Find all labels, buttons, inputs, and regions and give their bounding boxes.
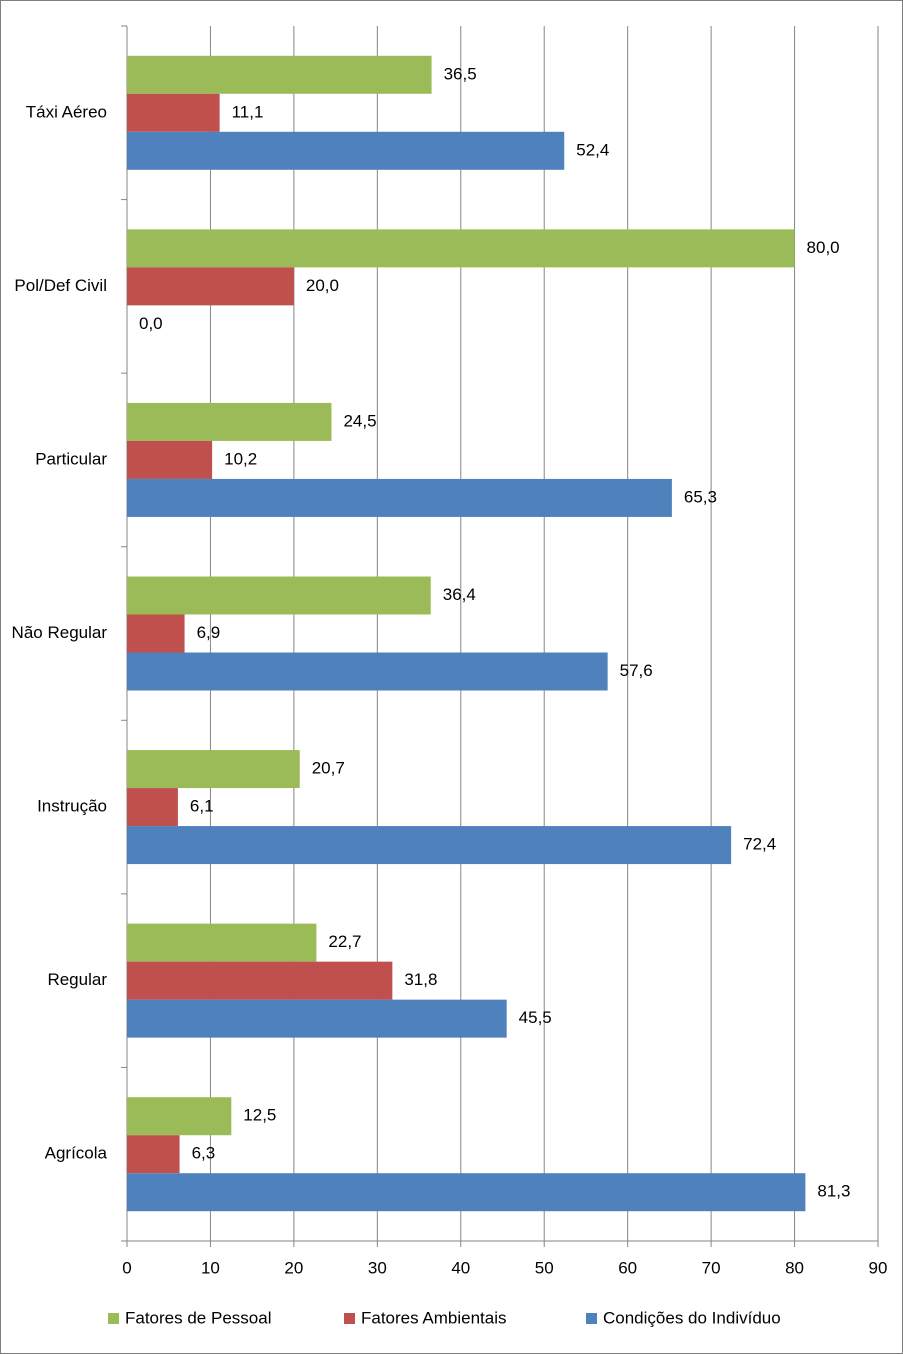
x-tick-label: 40 — [451, 1258, 470, 1277]
value-label: 6,3 — [192, 1144, 216, 1163]
value-label: 81,3 — [817, 1182, 850, 1201]
value-label: 0,0 — [139, 314, 163, 333]
value-label: 36,4 — [443, 585, 476, 604]
y-tick-label: Não Regular — [12, 623, 108, 642]
x-tick-label: 20 — [284, 1258, 303, 1277]
legend-swatch — [586, 1313, 597, 1324]
value-label: 52,4 — [576, 140, 609, 159]
y-tick-label: Regular — [47, 970, 107, 989]
x-tick-label: 90 — [869, 1258, 888, 1277]
bar — [127, 55, 432, 94]
bar — [127, 478, 672, 517]
x-tick-label: 0 — [122, 1258, 131, 1277]
bar — [127, 1097, 232, 1136]
value-label: 22,7 — [328, 932, 361, 951]
bar — [127, 826, 732, 865]
value-label: 20,0 — [306, 276, 339, 295]
value-label: 12,5 — [243, 1106, 276, 1125]
x-tick-label: 30 — [368, 1258, 387, 1277]
value-label: 24,5 — [343, 411, 376, 430]
x-tick-label: 70 — [702, 1258, 721, 1277]
value-label: 6,9 — [197, 623, 221, 642]
bar — [127, 750, 300, 789]
bar — [127, 267, 294, 306]
value-label: 65,3 — [684, 487, 717, 506]
legend-swatch — [344, 1313, 355, 1324]
bar — [127, 229, 795, 268]
legend-swatch — [108, 1313, 119, 1324]
bar — [127, 402, 332, 441]
bar — [127, 923, 317, 962]
bar — [127, 788, 178, 827]
value-label: 80,0 — [807, 238, 840, 257]
bar — [127, 614, 185, 653]
y-tick-label: Instrução — [37, 797, 107, 816]
bar — [127, 131, 565, 170]
legend-label: Condições do Indivíduo — [603, 1308, 781, 1327]
x-tick-label: 80 — [785, 1258, 804, 1277]
x-tick-label: 10 — [201, 1258, 220, 1277]
y-tick-label: Particular — [35, 449, 107, 468]
y-tick-label: Táxi Aéreo — [26, 102, 107, 121]
bar — [127, 1135, 180, 1174]
value-label: 72,4 — [743, 835, 776, 854]
bar — [127, 961, 393, 1000]
bar — [127, 1173, 806, 1212]
value-label: 11,1 — [232, 102, 264, 121]
legend-label: Fatores de Pessoal — [125, 1308, 271, 1327]
x-tick-label: 50 — [535, 1258, 554, 1277]
value-label: 6,1 — [190, 797, 214, 816]
bar — [127, 576, 431, 615]
legend-label: Fatores Ambientais — [361, 1308, 507, 1327]
bar — [127, 652, 608, 691]
y-tick-label: Pol/Def Civil — [14, 276, 107, 295]
bar — [127, 93, 220, 132]
value-label: 45,5 — [519, 1008, 552, 1027]
value-label: 36,5 — [444, 64, 477, 83]
x-tick-label: 60 — [618, 1258, 637, 1277]
bar — [127, 440, 213, 479]
value-label: 20,7 — [312, 759, 345, 778]
value-label: 31,8 — [404, 970, 437, 989]
value-label: 10,2 — [224, 449, 257, 468]
y-tick-label: Agrícola — [45, 1144, 108, 1163]
bar — [127, 999, 507, 1038]
value-label: 57,6 — [620, 661, 653, 680]
